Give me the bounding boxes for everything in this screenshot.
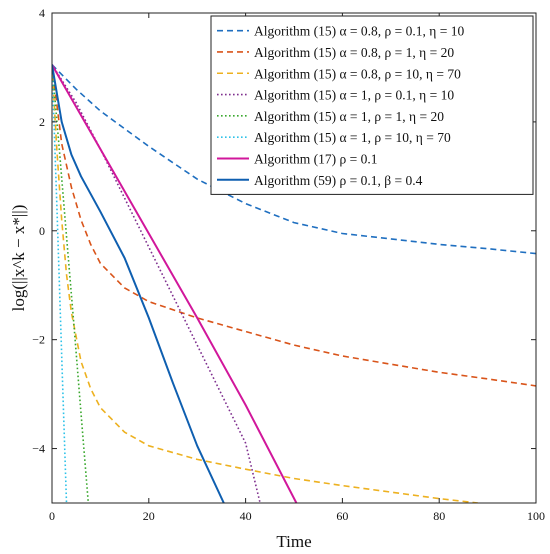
series-line-7 [52,64,298,503]
x-tick-label: 100 [527,509,545,523]
series-line-8 [52,64,225,503]
legend-entry-2: Algorithm (15) α = 0.8, ρ = 1, η = 20 [254,45,454,60]
y-tick-label: −2 [32,333,45,347]
x-tick-label: 0 [49,509,55,523]
series-line-6 [52,64,68,503]
legend-entry-4: Algorithm (15) α = 1, ρ = 0.1, η = 10 [254,88,454,103]
legend-entry-8: Algorithm (59) ρ = 0.1, β = 0.4 [254,173,423,188]
series-line-3 [52,64,478,503]
series-line-4 [52,64,261,503]
series-line-2 [52,64,536,387]
legend-entry-7: Algorithm (17) ρ = 0.1 [254,151,377,166]
axes-layer: 0 20 40 60 80 100 −4 −2 0 2 4 [32,6,545,523]
x-tick-label: 20 [143,509,155,523]
y-tick-label: 0 [39,224,45,238]
x-axis-label: Time [276,532,311,551]
y-tick-label: −4 [32,442,45,456]
x-tick-label: 60 [336,509,348,523]
y-tick-label: 4 [39,6,45,20]
y-axis-label: log(||x^k − x*||) [9,205,28,312]
legend-entry-1: Algorithm (15) α = 0.8, ρ = 0.1, η = 10 [254,24,464,39]
x-tick-label: 80 [433,509,445,523]
legend-entry-3: Algorithm (15) α = 0.8, ρ = 10, η = 70 [254,66,461,81]
legend-box [210,15,534,195]
series-layer [52,64,536,503]
x-tick-label: 40 [240,509,252,523]
y-tick-label: 2 [39,115,45,129]
legend-entry-6: Algorithm (15) α = 1, ρ = 10, η = 70 [254,130,451,145]
axes-frame [51,12,537,504]
legend: Algorithm (15) α = 0.8, ρ = 0.1, η = 10 A… [210,15,534,195]
series-line-5 [52,64,90,503]
series-line-1 [52,64,536,255]
legend-entry-5: Algorithm (15) α = 1, ρ = 1, η = 20 [254,109,444,124]
